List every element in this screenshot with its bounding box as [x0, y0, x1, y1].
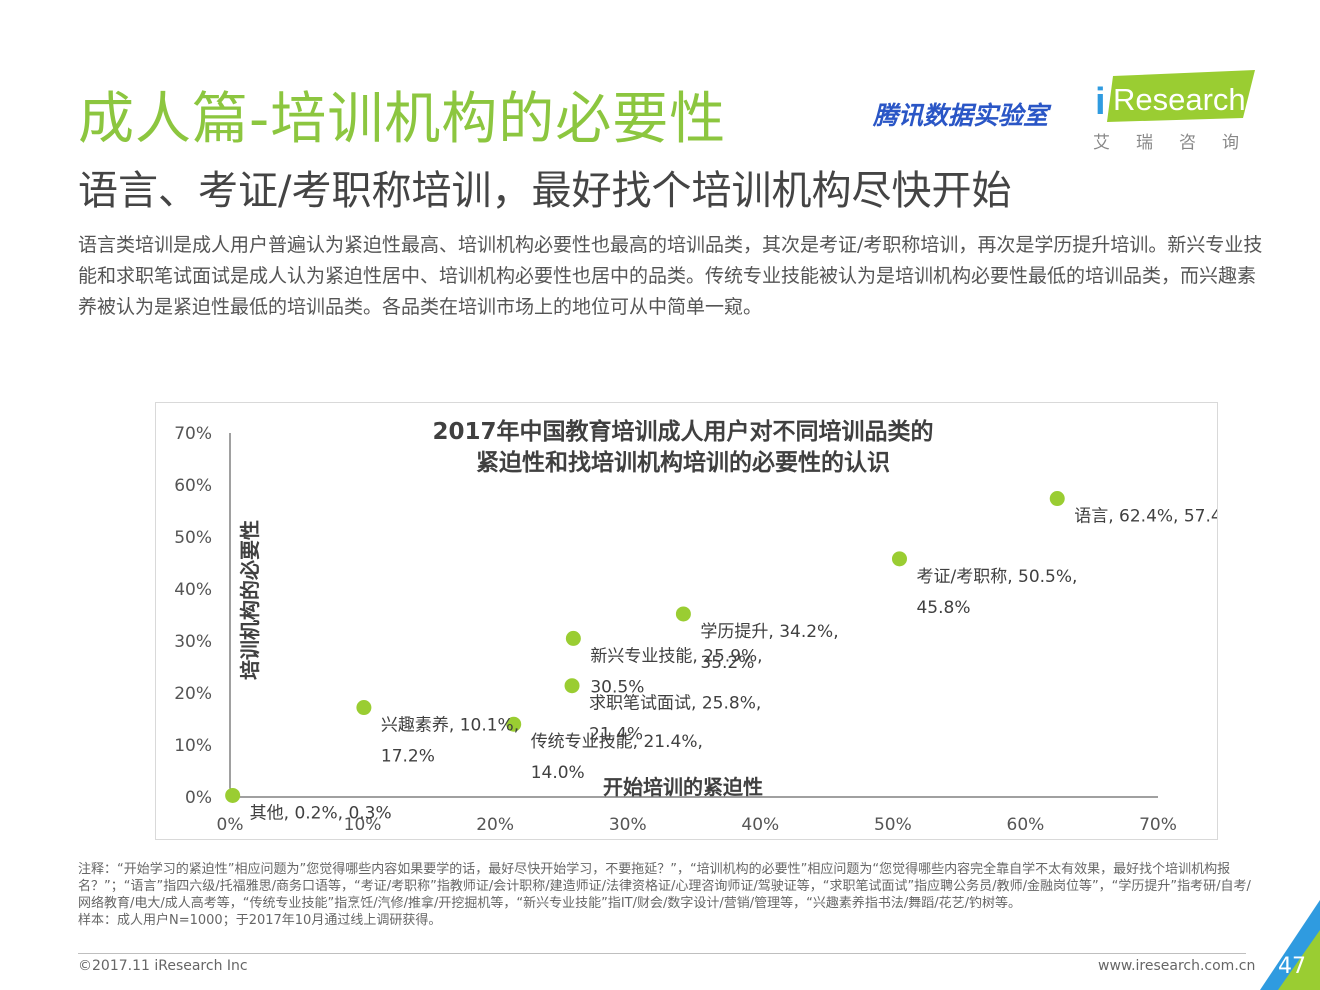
y-tick-label: 50% [174, 528, 212, 548]
y-tick-label: 20% [174, 684, 212, 704]
footer-divider [78, 953, 1246, 954]
chart-title-line2: 紧迫性和找培训机构培训的必要性的认识 [476, 449, 890, 476]
y-tick-label: 40% [174, 580, 212, 600]
chart-frame [155, 402, 1218, 840]
notes-block: 注释：“开始学习的紧迫性”相应问题为”您觉得哪些内容如果要学的话，最好尽快开始学… [78, 861, 1258, 929]
iresearch-logo: i Research [1095, 70, 1255, 123]
iresearch-cn-name: 艾瑞咨询 [1093, 133, 1265, 153]
data-point [1049, 491, 1065, 507]
svg-text:i: i [1095, 81, 1106, 123]
data-label: 兴趣素养, 10.1%, [381, 716, 519, 736]
page-title: 成人篇-培训机构的必要性 [78, 87, 727, 152]
page-subtitle: 语言、考证/考职称培训，最好找个培训机构尽快开始 [78, 168, 1012, 214]
x-tick-label: 10% [344, 815, 382, 835]
data-point [225, 787, 241, 803]
data-point [891, 551, 907, 567]
data-label: 其他, 0.2%, 0.3% [250, 803, 392, 823]
y-tick-label: 70% [174, 424, 212, 444]
notes-line: 注释：“开始学习的紧迫性”相应问题为”您觉得哪些内容如果要学的话，最好尽快开始学… [78, 862, 1251, 911]
data-point [564, 678, 580, 694]
tencent-lab-logo: 腾讯数据实验室 [873, 101, 1049, 130]
y-tick-label: 30% [174, 632, 212, 652]
page-number: 47 [1278, 954, 1306, 979]
data-point [565, 630, 581, 646]
data-label-line2: 30.5% [590, 677, 644, 697]
data-label: 新兴专业技能, 25.9%, [590, 646, 762, 666]
y-tick-label: 60% [174, 476, 212, 496]
data-point [356, 700, 372, 716]
sample-line: 样本：成人用户N=1000；于2017年10月通过线上调研获得。 [78, 913, 442, 928]
x-axis-label: 开始培训的紧迫性 [603, 775, 763, 799]
x-tick-label: 40% [741, 815, 779, 835]
data-label: 学历提升, 34.2%, [700, 622, 838, 642]
data-label: 求职笔试面试, 25.8%, [589, 694, 761, 714]
data-label-line2: 14.0% [531, 763, 585, 783]
page-corner-decoration [1260, 900, 1320, 990]
x-tick-label: 50% [874, 815, 912, 835]
chart-title-line1: 2017年中国教育培训成人用户对不同培训品类的 [432, 418, 933, 445]
x-tick-label: 0% [217, 815, 244, 835]
copyright-text: ©2017.11 iResearch Inc [78, 958, 248, 974]
data-label-line2: 17.2% [381, 747, 435, 767]
x-tick-label: 20% [476, 815, 514, 835]
website-link[interactable]: www.iresearch.com.cn [1098, 958, 1256, 974]
y-tick-label: 10% [174, 736, 212, 756]
data-label: 考证/考职称, 50.5%, [916, 567, 1077, 587]
x-tick-label: 60% [1007, 815, 1045, 835]
scatter-chart: 0% 10% 20% 30% 40% 50% 60% 70% 0% 10% 20% 30% 40% 50%… [174, 418, 1217, 835]
y-tick-label: 0% [185, 788, 212, 808]
x-tick-label: 30% [609, 815, 647, 835]
data-point [675, 606, 691, 622]
svg-text:Research: Research [1113, 82, 1246, 117]
data-label-line2: 35.2% [700, 653, 754, 673]
description-paragraph: 语言类培训是成人用户普遍认为紧迫性最高、培训机构必要性也最高的培训品类，其次是考… [78, 234, 1263, 318]
data-label: 语言, 62.4%, 57.4% [1074, 507, 1217, 527]
x-tick-label: 70% [1139, 815, 1177, 835]
data-label-line2: 21.4% [589, 725, 643, 745]
data-label: 传统专业技能, 21.4%, [531, 732, 703, 752]
data-label-line2: 45.8% [916, 598, 970, 618]
data-point [506, 716, 522, 732]
y-axis-label: 培训机构的必要性 [238, 520, 262, 680]
